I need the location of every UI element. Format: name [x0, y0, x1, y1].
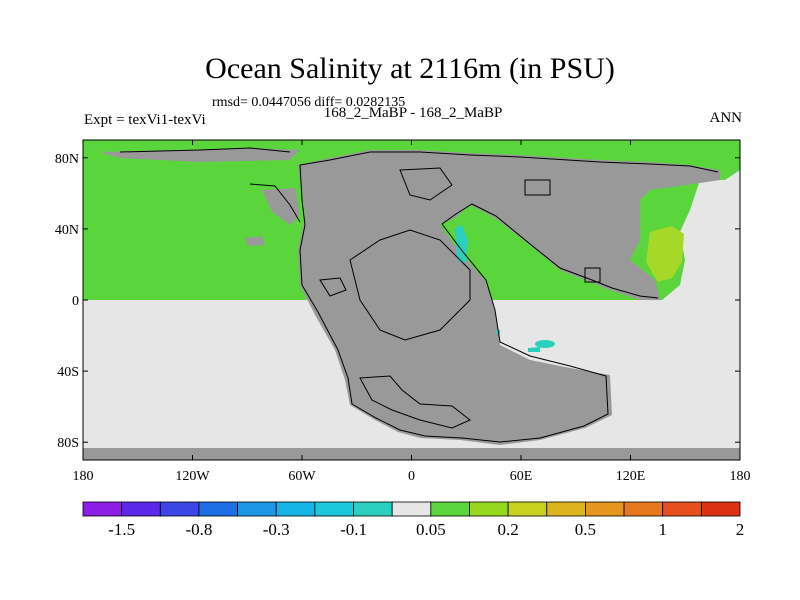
- x-tick-label: 60E: [510, 469, 533, 484]
- colorbar-box: [430, 501, 470, 517]
- y-tick-label: 0: [72, 294, 79, 309]
- y-tick-label: 80N: [55, 152, 79, 167]
- colorbar-box: [353, 501, 393, 517]
- negative-patch-south: [535, 340, 555, 348]
- colorbar-label: -0.8: [185, 520, 212, 539]
- colorbar: -1.5 -0.8 -0.3 -0.1 0.05 0.2 0.5 1 2: [82, 501, 745, 539]
- y-tick-label: 40S: [57, 365, 79, 380]
- colorbar-label: 0.05: [416, 520, 446, 539]
- colorbar-box: [82, 501, 123, 517]
- colorbar-box: [198, 501, 238, 517]
- colorbar-label: -0.1: [340, 520, 367, 539]
- colorbar-box: [662, 501, 702, 517]
- colorbar-box: [314, 501, 354, 517]
- colorbar-label: 2: [736, 520, 745, 539]
- polar-band: [83, 448, 740, 460]
- coastlines: [119, 147, 719, 443]
- colorbar-box: [546, 501, 586, 517]
- colorbar-box: [275, 501, 316, 517]
- colorbar-label: 0.2: [497, 520, 518, 539]
- x-tick-label: 180: [730, 469, 751, 484]
- axes: 180 120W 60W 0 60E 120E 180 80N 40N 0 40S 80S: [55, 140, 751, 484]
- colorbar-label: -1.5: [108, 520, 135, 539]
- east-positive-patch: [646, 226, 684, 282]
- x-tick-label: 120E: [616, 469, 646, 484]
- x-tick-label: 60W: [288, 469, 316, 484]
- colorbar-box: [237, 501, 277, 517]
- colorbar-box: [469, 501, 509, 517]
- continent-land: [298, 150, 720, 445]
- colorbar-box: [623, 501, 664, 517]
- experiment-label: Expt = texVi1-texVi: [84, 112, 206, 128]
- colorbar-box: [585, 501, 625, 517]
- colorbar-box: [121, 501, 161, 517]
- x-tick-label: 0: [408, 469, 415, 484]
- negative-patch-small: [528, 347, 540, 352]
- chart-title: Ocean Salinity at 2116m (in PSU): [205, 52, 615, 85]
- colorbar-label: -0.3: [263, 520, 290, 539]
- stats-text: rmsd= 0.0447056 diff= 0.0282135: [212, 95, 406, 110]
- north-land-spur: [262, 188, 300, 225]
- west-land-patch: [245, 236, 265, 246]
- colorbar-box: [159, 501, 200, 517]
- negative-patch-north: [455, 225, 468, 262]
- colorbar-box: [507, 501, 548, 517]
- colorbar-box: [700, 501, 741, 517]
- season-label: ANN: [709, 110, 743, 126]
- y-tick-label: 40N: [55, 223, 79, 238]
- colorbar-label: 1: [658, 520, 667, 539]
- colorbar-box: [391, 501, 432, 517]
- y-tick-label: 80S: [57, 436, 79, 451]
- chart-subtitle: 168_2_MaBP - 168_2_MaBP: [323, 105, 503, 121]
- colorbar-label: 0.5: [575, 520, 596, 539]
- x-tick-label: 120W: [175, 469, 210, 484]
- x-tick-label: 180: [73, 469, 94, 484]
- map-area: [83, 140, 740, 460]
